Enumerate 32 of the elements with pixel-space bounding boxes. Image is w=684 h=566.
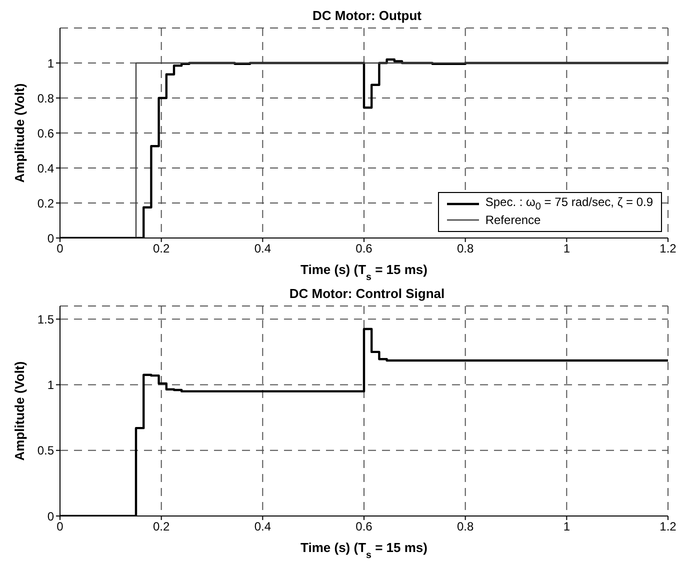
y-tick-label: 1: [47, 378, 54, 392]
y-tick-label: 0.5: [37, 444, 54, 458]
y-tick-label: 0.6: [37, 126, 54, 140]
y-tick-label: 0.4: [37, 161, 54, 176]
chart-title: DC Motor: Control Signal: [288, 286, 446, 302]
x-axis-title: Time (s) (T$_{s}$ = 15 ms): [300, 540, 428, 560]
y-axis-title: Amplitude (Volt): [12, 83, 27, 183]
x-tick-label: 0: [56, 242, 64, 256]
y-tick-label: 0: [47, 509, 54, 524]
chart-title: DC Motor: Output: [311, 8, 423, 24]
x-tick-label: 0.8: [456, 242, 474, 256]
x-tick-label: 0.4: [254, 242, 272, 256]
x-tick-label: 0.2: [152, 520, 170, 534]
x-tick-label: 0.6: [356, 520, 373, 534]
x-tick-label: 0: [56, 520, 64, 534]
x-tick-label: 0.4: [254, 520, 272, 534]
y-tick-label: 0.8: [37, 91, 54, 106]
x-tick-label: 0.6: [356, 242, 373, 256]
x-tick-label: 0.8: [456, 520, 474, 534]
y-tick-label: 0: [47, 231, 54, 246]
y-tick-label: 1.5: [37, 312, 54, 326]
x-tick-label: 1.2: [660, 242, 677, 256]
legend-label: Reference: [485, 213, 541, 227]
y-axis-title: Amplitude (Volt): [12, 361, 27, 461]
x-tick-label: 1.2: [660, 520, 677, 534]
y-tick-label: 0.2: [37, 196, 54, 210]
x-tick-label: 0.2: [152, 242, 170, 256]
y-tick-label: 1: [47, 56, 54, 70]
x-axis-title: Time (s) (T$_{s}$ = 15 ms): [300, 262, 428, 282]
x-tick-label: 1: [563, 520, 570, 534]
legend-label: Spec. : ω$_{0}$ = 75 rad/sec, ζ = 0.9: [485, 195, 653, 213]
x-tick-label: 1: [563, 242, 570, 256]
